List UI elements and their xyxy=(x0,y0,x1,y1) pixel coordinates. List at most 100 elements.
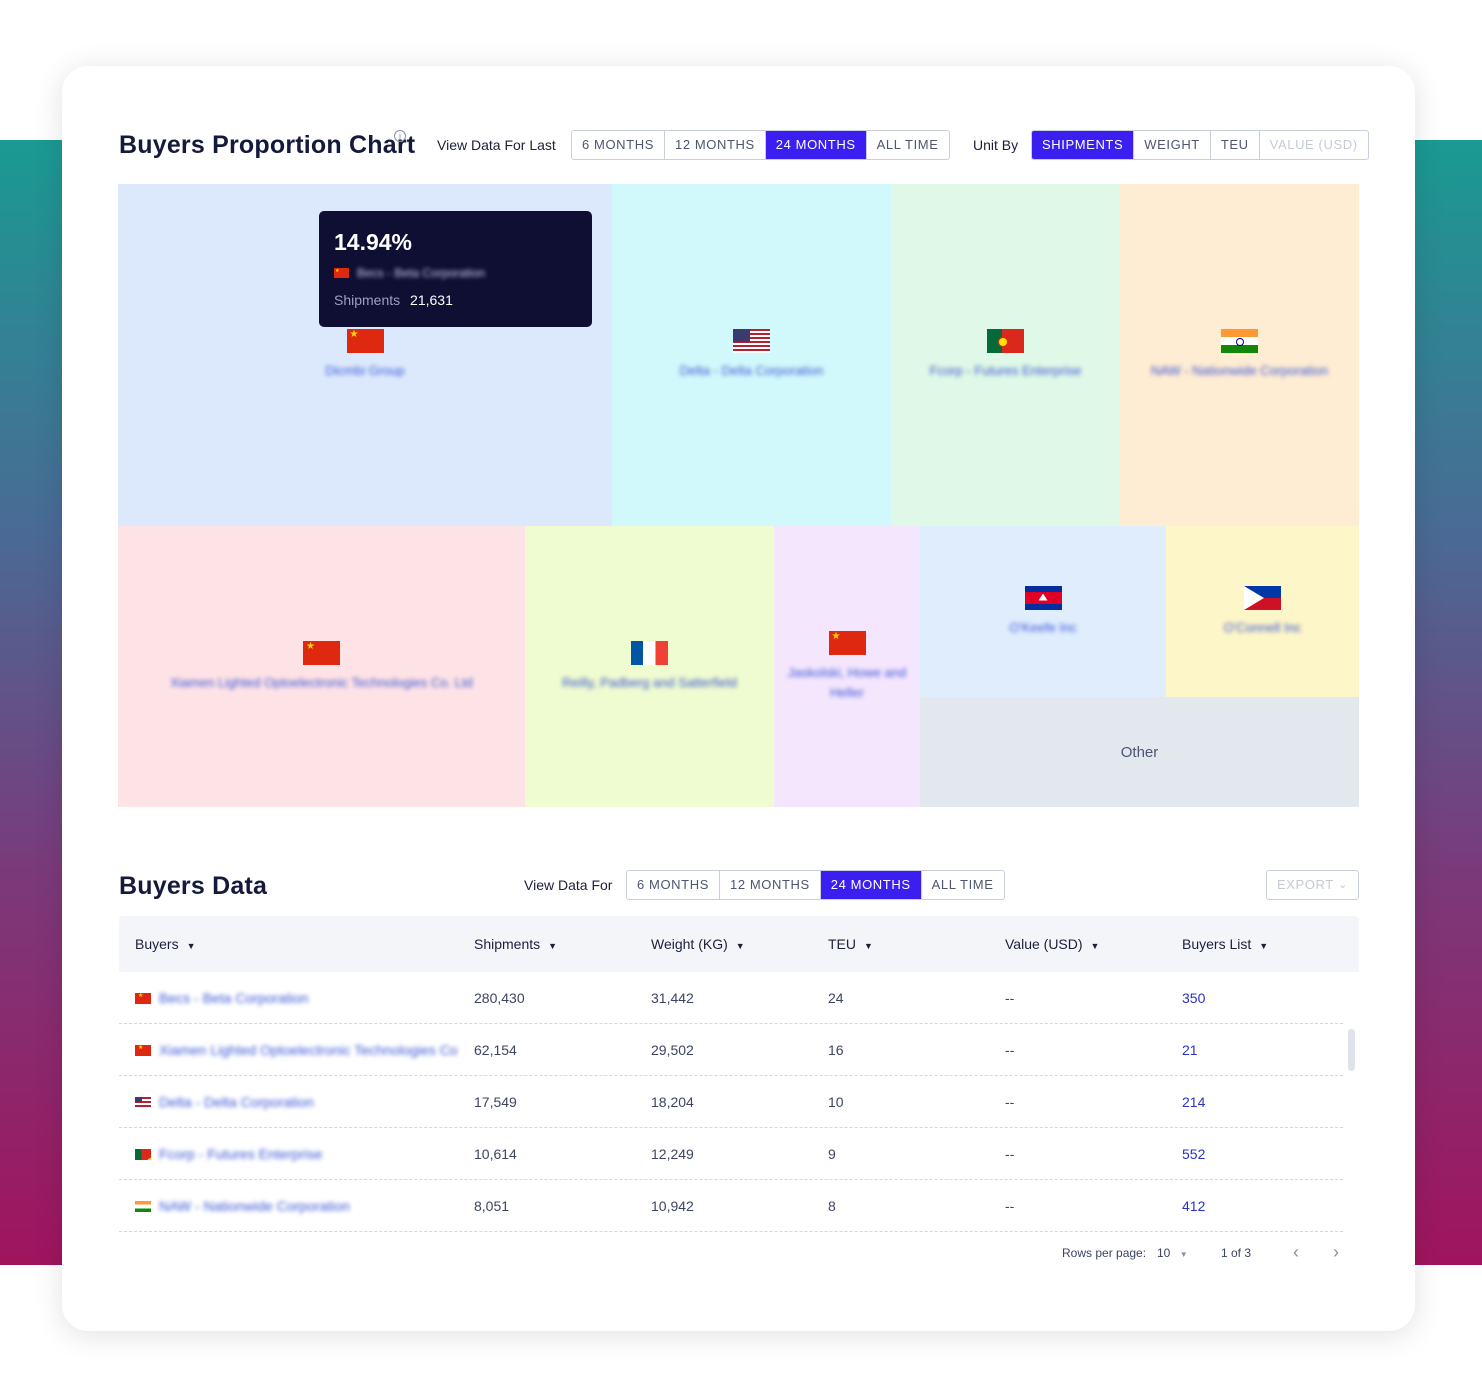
period-12-months[interactable]: 12 MONTHS xyxy=(665,131,766,159)
sort-down-icon: ▼ xyxy=(864,941,873,951)
sort-down-icon: ▼ xyxy=(1090,941,1100,951)
column-label: Shipments xyxy=(474,936,541,952)
buyers-list-link[interactable]: 552 xyxy=(1182,1146,1206,1162)
view-data-label: View Data For Last xyxy=(437,137,556,153)
tile-buyer-name: Xiamen Lighted Optoelectronic Technologi… xyxy=(170,674,473,690)
table-scrollbar[interactable] xyxy=(1348,972,1356,1232)
column-label: Value (USD) xyxy=(1005,936,1083,952)
weight-cell: 10,942 xyxy=(651,1198,694,1214)
tooltip-buyer-name: Becs - Beta Corporation xyxy=(357,266,486,280)
buyers-list-link[interactable]: 21 xyxy=(1182,1042,1198,1058)
buyer-name-link[interactable]: Delta - Delta Corporation xyxy=(159,1094,314,1110)
shipments-cell: 8,051 xyxy=(474,1198,510,1214)
export-button[interactable]: EXPORT ⌄ xyxy=(1266,870,1359,900)
shipments-cell: 62,154 xyxy=(474,1042,517,1058)
table-body: Becs - Beta Corporation 280,430 31,442 2… xyxy=(119,972,1359,1232)
shipments-cell: 17,549 xyxy=(474,1094,517,1110)
rows-per-page-select[interactable]: 10 ▼ xyxy=(1157,1246,1188,1260)
tile-buyer-name: Delta - Delta Corporation xyxy=(679,363,824,378)
unit-value-usd: VALUE (USD) xyxy=(1269,137,1358,152)
cn-flag-icon xyxy=(303,640,340,665)
buyer-cell: Xiamen Lighted Optoelectronic Technologi… xyxy=(135,1024,458,1076)
tile-buyer-name: Reilly, Padberg and Satterfield xyxy=(562,674,737,690)
tile-buyer-name: O'Keefe Inc xyxy=(1009,619,1077,635)
buyer-cell: Becs - Beta Corporation xyxy=(135,972,308,1024)
buyers-list-link[interactable]: 214 xyxy=(1182,1094,1206,1110)
value-cell: -- xyxy=(1005,1042,1015,1058)
in-flag-icon xyxy=(1221,329,1258,353)
sort-down-icon: ▼ xyxy=(735,941,745,951)
unit-weight[interactable]: WEIGHT xyxy=(1134,131,1211,159)
tile-buyer-name: Fcorp - Futures Enterprise xyxy=(929,363,1082,378)
buyers-period-all-time[interactable]: ALL TIME xyxy=(931,877,994,892)
tooltip-metric-value: 21,631 xyxy=(410,292,453,308)
unit-shipments[interactable]: SHIPMENTS xyxy=(1032,131,1135,159)
column-header-shipments[interactable]: Shipments ▼ xyxy=(474,916,557,972)
buyer-name-link[interactable]: Xiamen Lighted Optoelectronic Technologi… xyxy=(159,1042,458,1058)
treemap-tile[interactable]: O'Connell Inc xyxy=(1166,526,1359,697)
treemap-tile[interactable]: Jaskolski, Howe and Heller xyxy=(774,526,920,807)
scrollbar-thumb[interactable] xyxy=(1348,1029,1355,1071)
treemap-tile[interactable]: NAW - Nationwide Corporation xyxy=(1120,184,1359,526)
teu-cell: 16 xyxy=(828,1042,844,1058)
tile-other-label: Other xyxy=(1120,743,1159,761)
cn-flag-icon xyxy=(346,329,384,353)
shipments-cell: 280,430 xyxy=(474,990,525,1006)
sort-down-icon: ▼ xyxy=(186,941,196,951)
table-row[interactable]: Delta - Delta Corporation 17,549 18,204 … xyxy=(119,1076,1343,1128)
tooltip-metric-label: Shipments xyxy=(334,292,401,308)
buyer-name-link[interactable]: Becs - Beta Corporation xyxy=(159,990,309,1006)
column-header-teu[interactable]: TEU ▼ xyxy=(828,916,873,972)
fr-flag-icon xyxy=(631,640,668,665)
treemap-tile[interactable]: O'Keefe Inc xyxy=(920,526,1166,697)
period-all-time[interactable]: ALL TIME xyxy=(876,137,939,152)
table-row[interactable]: Xiamen Lighted Optoelectronic Technologi… xyxy=(119,1024,1343,1076)
unit-teu[interactable]: TEU xyxy=(1211,131,1260,159)
treemap-tile[interactable]: Fcorp - Futures Enterprise xyxy=(891,184,1120,526)
chevron-left-icon[interactable]: ‹ xyxy=(1293,1242,1299,1262)
period-6-months[interactable]: 6 MONTHS xyxy=(572,131,665,159)
page-info: 1 of 3 xyxy=(1221,1246,1252,1260)
cn-flag-icon xyxy=(828,630,866,655)
buyer-name-link[interactable]: Fcorp - Futures Enterprise xyxy=(159,1146,323,1162)
ph-flag-icon xyxy=(1244,585,1281,610)
cn-flag-icon xyxy=(334,268,349,278)
teu-cell: 8 xyxy=(828,1198,836,1214)
teu-cell: 24 xyxy=(828,990,844,1006)
treemap-tile[interactable]: Xiamen Lighted Optoelectronic Technologi… xyxy=(118,526,525,807)
us-flag-icon xyxy=(135,1096,151,1108)
table-row[interactable]: NAW - Nationwide Corporation 8,051 10,94… xyxy=(119,1180,1343,1232)
buyers-list-link[interactable]: 350 xyxy=(1182,990,1206,1006)
chevron-right-icon[interactable]: › xyxy=(1333,1242,1339,1262)
us-flag-icon xyxy=(733,329,770,353)
table-row[interactable]: Becs - Beta Corporation 280,430 31,442 2… xyxy=(119,972,1343,1024)
tile-buyer-name: Jaskolski, Howe and Heller xyxy=(787,664,907,700)
export-label: EXPORT xyxy=(1277,877,1334,892)
buyers-period-6-months[interactable]: 6 MONTHS xyxy=(627,871,720,899)
weight-cell: 12,249 xyxy=(651,1146,694,1162)
treemap-tile-other[interactable]: Other xyxy=(920,697,1359,807)
unit-by-label: Unit By xyxy=(973,137,1019,153)
buyers-period-24-months[interactable]: 24 MONTHS xyxy=(820,871,922,899)
table-row[interactable]: Fcorp - Futures Enterprise 10,614 12,249… xyxy=(119,1128,1343,1180)
buyer-name-link[interactable]: NAW - Nationwide Corporation xyxy=(159,1198,350,1214)
column-header-weight[interactable]: Weight (KG) ▼ xyxy=(651,916,745,972)
treemap-tile[interactable]: Reilly, Padberg and Satterfield xyxy=(525,526,774,807)
column-label: Buyers List xyxy=(1182,936,1252,952)
buyers-period-12-months[interactable]: 12 MONTHS xyxy=(720,871,821,899)
buyers-list-link[interactable]: 412 xyxy=(1182,1198,1206,1214)
unit-selector: SHIPMENTS WEIGHT TEU VALUE (USD) xyxy=(1031,130,1369,160)
column-header-value[interactable]: Value (USD) ▼ xyxy=(1005,916,1099,972)
treemap-tile[interactable]: Delta - Delta Corporation xyxy=(612,184,891,526)
column-header-buyers[interactable]: Buyers ▼ xyxy=(135,916,196,972)
column-header-buyers-list[interactable]: Buyers List ▼ xyxy=(1182,916,1268,972)
buyer-cell: Delta - Delta Corporation xyxy=(135,1076,314,1128)
tile-buyer-name: NAW - Nationwide Corporation xyxy=(1150,363,1329,378)
sort-down-icon: ▼ xyxy=(1259,941,1269,951)
tile-buyer-name: Dicmbi Group xyxy=(325,363,405,378)
period-24-months[interactable]: 24 MONTHS xyxy=(765,131,867,159)
shipments-cell: 10,614 xyxy=(474,1146,517,1162)
info-icon[interactable]: i xyxy=(394,130,406,142)
proportion-period-selector: 6 MONTHS 12 MONTHS 24 MONTHS ALL TIME xyxy=(571,130,950,160)
in-flag-icon xyxy=(135,1200,151,1212)
